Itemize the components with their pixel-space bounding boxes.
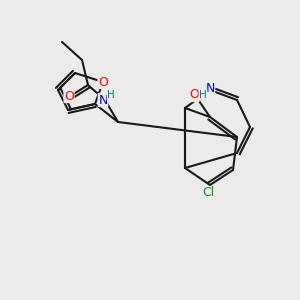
Text: Cl: Cl <box>202 187 214 200</box>
Text: O: O <box>64 89 74 103</box>
Text: N: N <box>205 82 215 95</box>
Text: O: O <box>98 76 108 88</box>
Text: O: O <box>189 88 199 101</box>
Text: H: H <box>107 90 115 100</box>
Text: H: H <box>199 90 207 100</box>
Text: N: N <box>98 94 108 106</box>
